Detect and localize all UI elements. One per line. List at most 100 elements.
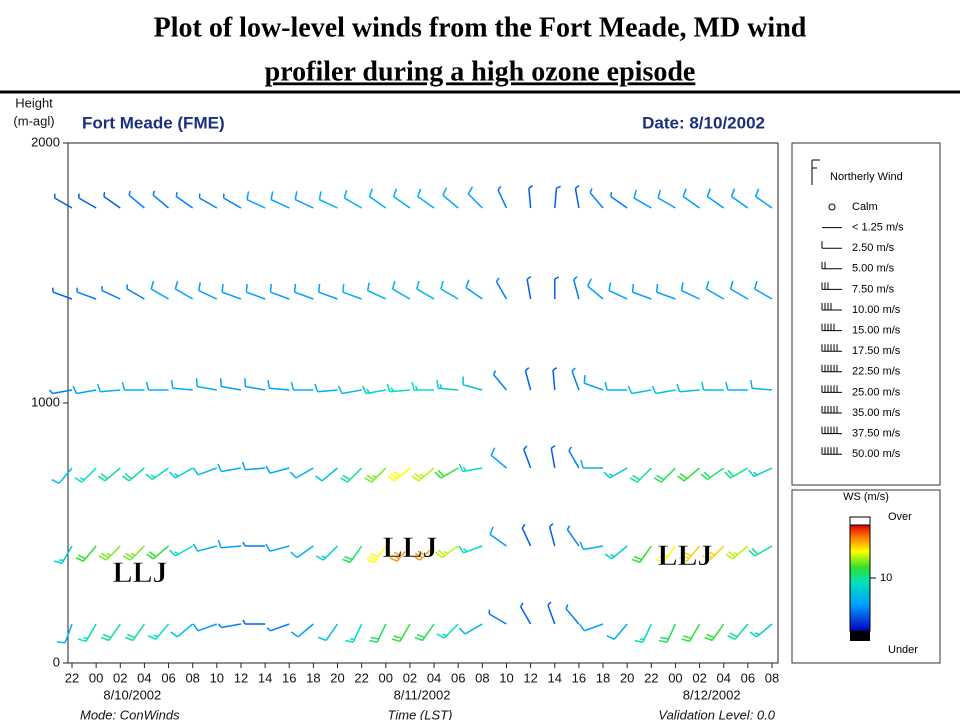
wind-barb bbox=[147, 623, 170, 640]
wind-barb bbox=[572, 276, 580, 300]
wind-barb bbox=[78, 623, 97, 643]
x-tick-label: 10 bbox=[499, 670, 513, 685]
wind-barb bbox=[749, 623, 773, 638]
x-tick-label: 00 bbox=[379, 670, 393, 685]
wind-barb bbox=[100, 623, 121, 642]
wind-barb bbox=[521, 523, 532, 547]
wind-barb bbox=[730, 188, 749, 209]
wind-barb bbox=[497, 185, 508, 209]
wind-barb bbox=[467, 186, 483, 209]
date-tick-label: 8/11/2002 bbox=[394, 687, 451, 702]
wind-barb bbox=[389, 545, 411, 562]
wind-barb bbox=[754, 188, 773, 209]
legend-label: 35.00 m/s bbox=[852, 407, 901, 419]
wind-barb bbox=[128, 190, 145, 209]
wind-barb bbox=[169, 467, 194, 479]
wind-barb bbox=[244, 378, 266, 391]
legend-label: 15.00 m/s bbox=[852, 325, 901, 337]
wind-barb bbox=[579, 541, 604, 551]
wind-barb bbox=[550, 445, 556, 469]
wind-barb bbox=[386, 383, 410, 393]
wind-barb bbox=[146, 545, 170, 560]
wind-barb bbox=[566, 525, 580, 547]
wind-barb bbox=[416, 188, 435, 209]
wind-barb bbox=[414, 623, 435, 642]
wind-barb bbox=[121, 381, 145, 391]
wind-barb bbox=[465, 279, 483, 300]
legend-symbol bbox=[811, 159, 820, 185]
wind-barb bbox=[315, 467, 338, 482]
annotation: LLJ bbox=[112, 556, 167, 589]
wind-barb bbox=[610, 191, 628, 209]
x-tick-label: 04 bbox=[427, 670, 441, 685]
x-tick-label: 14 bbox=[258, 670, 272, 685]
wind-barb bbox=[318, 623, 339, 642]
wind-barb bbox=[458, 463, 483, 473]
wind-barb bbox=[519, 602, 532, 625]
wind-barb bbox=[318, 191, 338, 209]
wind-barb bbox=[442, 187, 459, 209]
wind-barb bbox=[631, 545, 652, 564]
wind-barb bbox=[53, 545, 73, 565]
wind-barb bbox=[462, 376, 483, 391]
wind-barb bbox=[568, 446, 580, 469]
wind-barb bbox=[175, 191, 194, 209]
wind-barb bbox=[366, 545, 387, 564]
legend-symbol bbox=[821, 241, 842, 249]
x-tick-label: 20 bbox=[620, 670, 634, 685]
wind-barb bbox=[547, 601, 556, 625]
wind-barb bbox=[523, 445, 532, 469]
x-tick-label: 02 bbox=[113, 670, 127, 685]
wind-barb bbox=[416, 280, 435, 300]
wind-barb bbox=[725, 545, 749, 560]
wind-barb bbox=[554, 276, 560, 299]
legend-symbol bbox=[821, 385, 842, 393]
x-tick-label: 12 bbox=[523, 670, 537, 685]
wind-barb bbox=[266, 623, 290, 632]
wind-barb bbox=[579, 623, 604, 632]
wind-barb bbox=[604, 545, 628, 560]
legend-title: Northerly Wind bbox=[830, 171, 903, 183]
date-label: Date: 8/10/2002 bbox=[642, 113, 765, 132]
annotation: LLJ bbox=[657, 539, 712, 572]
wind-barb bbox=[51, 467, 73, 484]
wind-barb bbox=[729, 280, 749, 300]
wind-barb bbox=[49, 389, 73, 395]
wind-barb bbox=[653, 467, 676, 483]
wind-barb bbox=[657, 189, 676, 209]
colorbar bbox=[849, 524, 871, 632]
x-tick-label: 04 bbox=[716, 670, 730, 685]
x-tick-label: 06 bbox=[741, 670, 755, 685]
wind-barb bbox=[627, 385, 652, 395]
wind-barb bbox=[680, 282, 700, 300]
x-tick-label: 08 bbox=[475, 670, 489, 685]
wind-barb bbox=[75, 545, 97, 562]
wind-barb bbox=[725, 381, 748, 391]
legend-label: 17.50 m/s bbox=[852, 345, 901, 357]
wind-barb bbox=[195, 378, 217, 391]
wind-barb bbox=[702, 545, 725, 561]
wind-barb bbox=[705, 280, 725, 300]
wind-barb bbox=[392, 188, 411, 209]
wind-barb bbox=[101, 286, 121, 300]
wind-barb bbox=[124, 623, 146, 642]
wind-barb bbox=[314, 383, 338, 393]
wind-barb bbox=[580, 459, 604, 469]
wind-barb bbox=[340, 467, 363, 483]
wind-barb bbox=[170, 623, 194, 638]
wind-barb bbox=[121, 467, 145, 482]
wind-barb bbox=[526, 276, 532, 300]
wind-barb bbox=[606, 623, 628, 640]
wind-barb bbox=[748, 467, 773, 478]
x-tick-label: 04 bbox=[137, 670, 151, 685]
title-line: Plot of low-level winds from the Fort Me… bbox=[154, 12, 807, 43]
wind-barb bbox=[242, 541, 266, 547]
legend-box bbox=[791, 142, 941, 486]
x-tick-label: 16 bbox=[282, 670, 296, 685]
wind-barb bbox=[411, 381, 435, 391]
legend-label: 25.00 m/s bbox=[852, 386, 901, 398]
wind-barb bbox=[217, 463, 242, 473]
wind-barb bbox=[174, 280, 194, 300]
legend-label: 5.00 m/s bbox=[852, 263, 895, 275]
wind-barb bbox=[651, 385, 676, 395]
